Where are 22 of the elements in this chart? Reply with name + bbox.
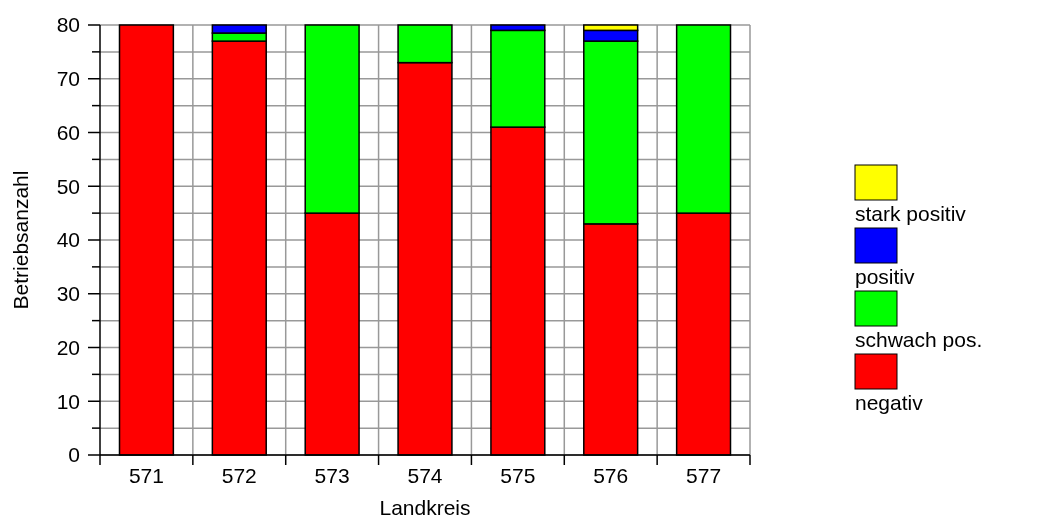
- y-tick-label: 10: [56, 389, 80, 413]
- x-tick-label: 575: [500, 464, 536, 487]
- y-tick-label: 50: [56, 174, 80, 198]
- legend-label: stark positiv: [855, 202, 967, 225]
- legend-label: negativ: [855, 391, 924, 414]
- y-tick-label: 20: [56, 335, 80, 359]
- x-tick-label: 573: [314, 464, 350, 487]
- x-tick-label: 577: [686, 464, 722, 487]
- y-tick-label: 70: [56, 67, 80, 91]
- y-axis-title: Betriebsanzahl: [9, 170, 32, 310]
- legend-label: positiv: [855, 265, 916, 288]
- x-tick-label: 572: [221, 464, 257, 487]
- y-tick-label: 30: [56, 282, 80, 306]
- y-tick-label: 60: [56, 120, 80, 144]
- legend-label: schwach pos.: [855, 328, 983, 351]
- x-tick-label: 571: [128, 464, 164, 487]
- x-tick-label: 574: [407, 464, 443, 487]
- y-tick-label: 40: [56, 228, 80, 252]
- x-axis-title: Landkreis: [379, 496, 471, 519]
- y-tick-label: 0: [68, 443, 80, 467]
- x-tick-label: 576: [593, 464, 629, 487]
- y-tick-label: 80: [56, 13, 80, 37]
